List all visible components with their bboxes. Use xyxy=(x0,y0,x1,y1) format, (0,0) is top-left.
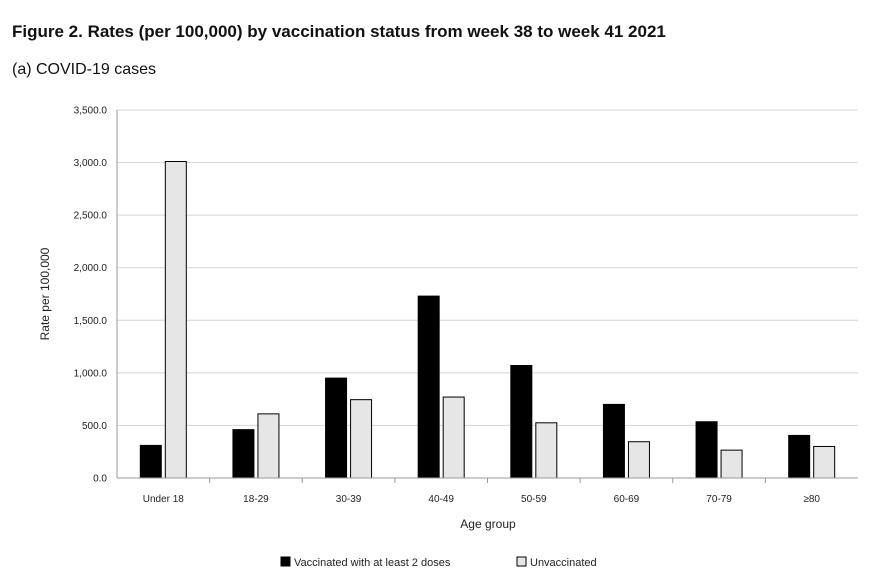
bar-unvaccinated xyxy=(720,449,743,479)
chart-subtitle: (a) COVID-19 cases xyxy=(12,61,157,78)
y-tick-label: 0.0 xyxy=(93,474,107,485)
legend-swatch-unvaccinated xyxy=(516,556,527,567)
x-tick-label: 18-29 xyxy=(243,494,269,505)
legend-label-vaccinated: Vaccinated with at least 2 doses xyxy=(294,557,451,569)
bar-unvaccinated xyxy=(813,445,836,479)
x-tick-label: 70-79 xyxy=(706,494,732,505)
x-axis-label: Age group xyxy=(460,517,516,531)
bar-vaccinated xyxy=(510,364,533,479)
y-tick-label: 3,500.0 xyxy=(74,106,108,117)
y-tick-label: 2,000.0 xyxy=(74,263,108,274)
x-tick-label: 50-59 xyxy=(521,494,547,505)
bar-vaccinated xyxy=(602,403,625,479)
bar-unvaccinated xyxy=(442,396,465,479)
bar-unvaccinated xyxy=(164,161,187,479)
bar-vaccinated xyxy=(139,444,162,479)
chart-title: Figure 2. Rates (per 100,000) by vaccina… xyxy=(12,22,666,41)
y-axis-label: Rate per 100,000 xyxy=(38,247,52,340)
y-tick-label: 500.0 xyxy=(82,421,107,432)
x-tick-label: ≥80 xyxy=(803,494,820,505)
bar-vaccinated xyxy=(232,429,255,479)
x-tick-label: 60-69 xyxy=(614,494,640,505)
legend-label-unvaccinated: Unvaccinated xyxy=(530,557,597,569)
axes: 0.0 500.0 1,000.0 1,500.0 2,000.0 2,500.0 3,00… xyxy=(74,106,858,505)
bar-vaccinated xyxy=(417,295,440,479)
x-tick-label: 40-49 xyxy=(428,494,454,505)
y-tick-label: 3,000.0 xyxy=(74,158,108,169)
y-tick-label: 2,500.0 xyxy=(74,211,108,222)
bar-vaccinated xyxy=(325,377,348,479)
bar-vaccinated xyxy=(695,421,718,479)
x-tick-label: 30-39 xyxy=(336,494,362,505)
legend: Vaccinated with at least 2 doses Unvaccin… xyxy=(280,556,597,569)
bar-unvaccinated xyxy=(350,399,373,479)
x-tick-label: Under 18 xyxy=(143,494,185,505)
y-tick-label: 1,500.0 xyxy=(74,316,108,327)
bar-vaccinated xyxy=(788,434,811,479)
grid-lines xyxy=(117,109,858,426)
y-tick-label: 1,000.0 xyxy=(74,368,108,379)
bar-unvaccinated xyxy=(535,422,558,479)
bars xyxy=(139,161,836,479)
bar-unvaccinated xyxy=(257,413,280,479)
bar-unvaccinated xyxy=(627,441,650,479)
legend-swatch-vaccinated xyxy=(280,556,291,567)
